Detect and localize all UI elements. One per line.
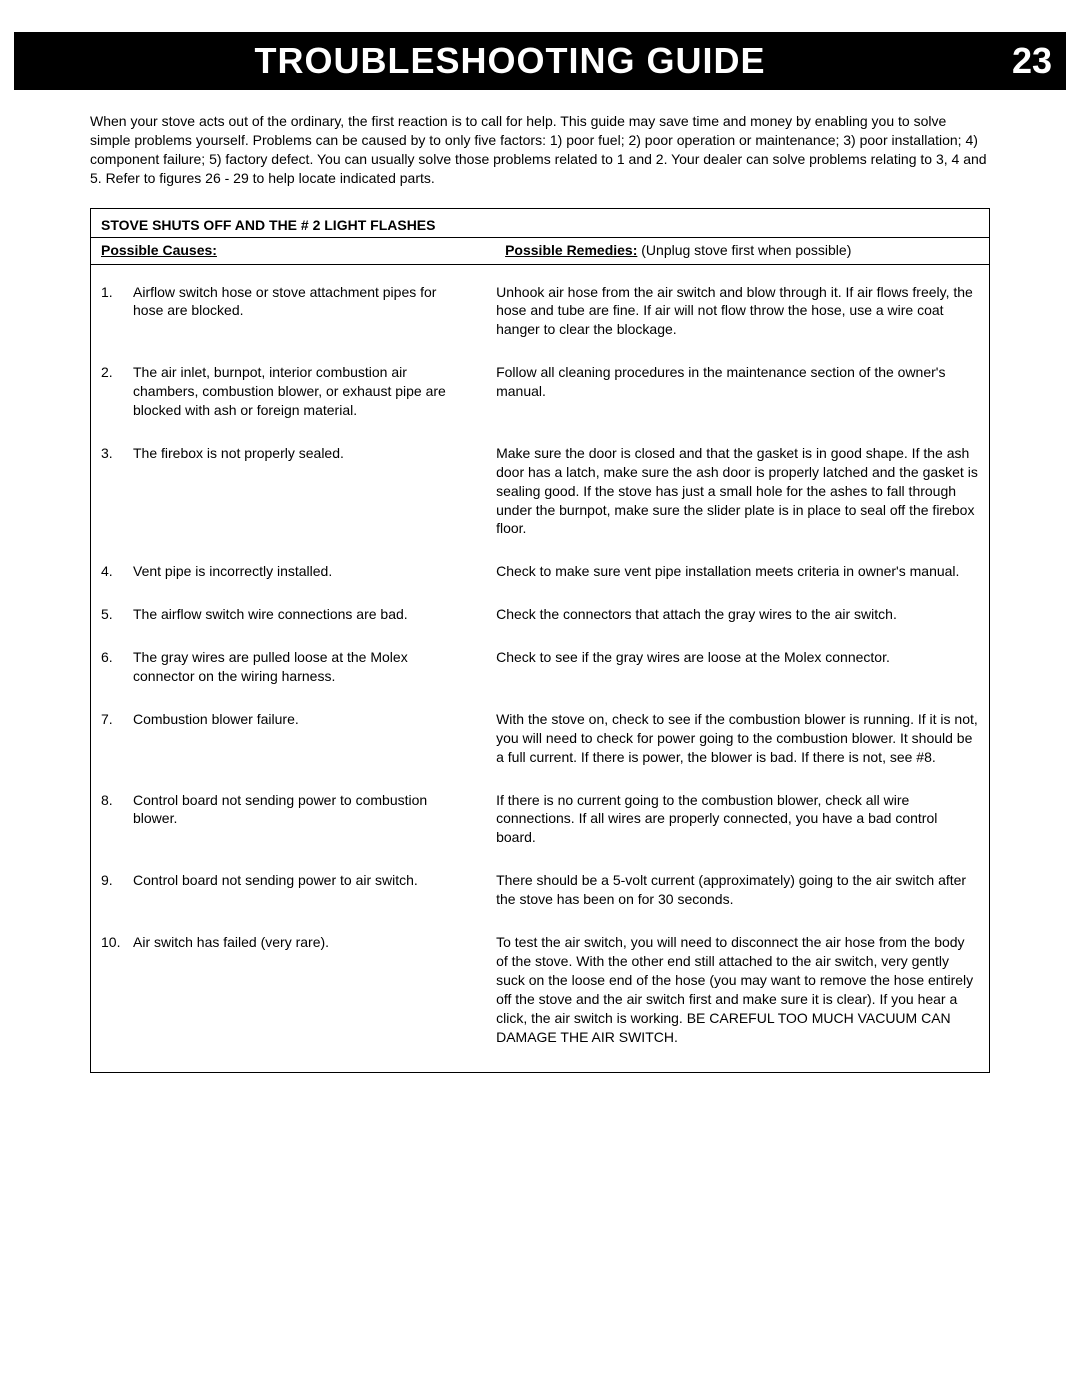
row-remedy: Follow all cleaning procedures in the ma…	[496, 363, 979, 420]
row-cause: Air switch has failed (very rare).	[133, 933, 496, 1046]
row-cause: The firebox is not properly sealed.	[133, 444, 496, 538]
row-number: 1.	[101, 283, 133, 340]
row-remedy: Check to make sure vent pipe installatio…	[496, 562, 979, 581]
page-title: TROUBLESHOOTING GUIDE	[28, 40, 992, 82]
row-remedy: With the stove on, check to see if the c…	[496, 710, 979, 767]
row-number: 6.	[101, 648, 133, 686]
row-number: 10.	[101, 933, 133, 1046]
row-remedy: If there is no current going to the comb…	[496, 791, 979, 848]
table-row: 6. The gray wires are pulled loose at th…	[91, 636, 989, 698]
remedies-note: (Unplug stove first when possible)	[637, 242, 851, 258]
rows-container: 1. Airflow switch hose or stove attachme…	[91, 265, 989, 1073]
table-row: 1. Airflow switch hose or stove attachme…	[91, 271, 989, 352]
section-title: STOVE SHUTS OFF AND THE # 2 LIGHT FLASHE…	[91, 209, 989, 238]
header-bar: TROUBLESHOOTING GUIDE 23	[14, 32, 1066, 90]
row-number: 4.	[101, 562, 133, 581]
row-cause: Vent pipe is incorrectly installed.	[133, 562, 496, 581]
row-cause: Control board not sending power to air s…	[133, 871, 496, 909]
page-number: 23	[992, 40, 1052, 82]
row-cause: Airflow switch hose or stove attachment …	[133, 283, 496, 340]
row-number: 8.	[101, 791, 133, 848]
table-row: 2. The air inlet, burnpot, interior comb…	[91, 351, 989, 432]
row-cause: The airflow switch wire connections are …	[133, 605, 496, 624]
row-number: 5.	[101, 605, 133, 624]
remedies-label: Possible Remedies:	[505, 242, 637, 258]
table-row: 4. Vent pipe is incorrectly installed. C…	[91, 550, 989, 593]
row-remedy: To test the air switch, you will need to…	[496, 933, 979, 1046]
row-cause: The air inlet, burnpot, interior combust…	[133, 363, 496, 420]
row-remedy: There should be a 5-volt current (approx…	[496, 871, 979, 909]
row-remedy: Unhook air hose from the air switch and …	[496, 283, 979, 340]
row-number: 9.	[101, 871, 133, 909]
row-cause: The gray wires are pulled loose at the M…	[133, 648, 496, 686]
table-row: 9. Control board not sending power to ai…	[91, 859, 989, 921]
row-cause: Combustion blower failure.	[133, 710, 496, 767]
table-row: 3. The firebox is not properly sealed. M…	[91, 432, 989, 550]
row-remedy: Check the connectors that attach the gra…	[496, 605, 979, 624]
remedies-header: Possible Remedies: (Unplug stove first w…	[495, 238, 989, 264]
row-number: 3.	[101, 444, 133, 538]
page: TROUBLESHOOTING GUIDE 23 When your stove…	[0, 32, 1080, 1073]
table-row: 10. Air switch has failed (very rare). T…	[91, 921, 989, 1058]
row-remedy: Check to see if the gray wires are loose…	[496, 648, 979, 686]
table-row: 8. Control board not sending power to co…	[91, 779, 989, 860]
troubleshooting-box: STOVE SHUTS OFF AND THE # 2 LIGHT FLASHE…	[90, 208, 990, 1074]
row-cause: Control board not sending power to combu…	[133, 791, 496, 848]
row-number: 7.	[101, 710, 133, 767]
table-row: 7. Combustion blower failure. With the s…	[91, 698, 989, 779]
row-number: 2.	[101, 363, 133, 420]
column-headers: Possible Causes: Possible Remedies: (Unp…	[91, 238, 989, 265]
row-remedy: Make sure the door is closed and that th…	[496, 444, 979, 538]
table-row: 5. The airflow switch wire connections a…	[91, 593, 989, 636]
intro-paragraph: When your stove acts out of the ordinary…	[90, 112, 990, 188]
causes-header: Possible Causes:	[91, 238, 495, 264]
